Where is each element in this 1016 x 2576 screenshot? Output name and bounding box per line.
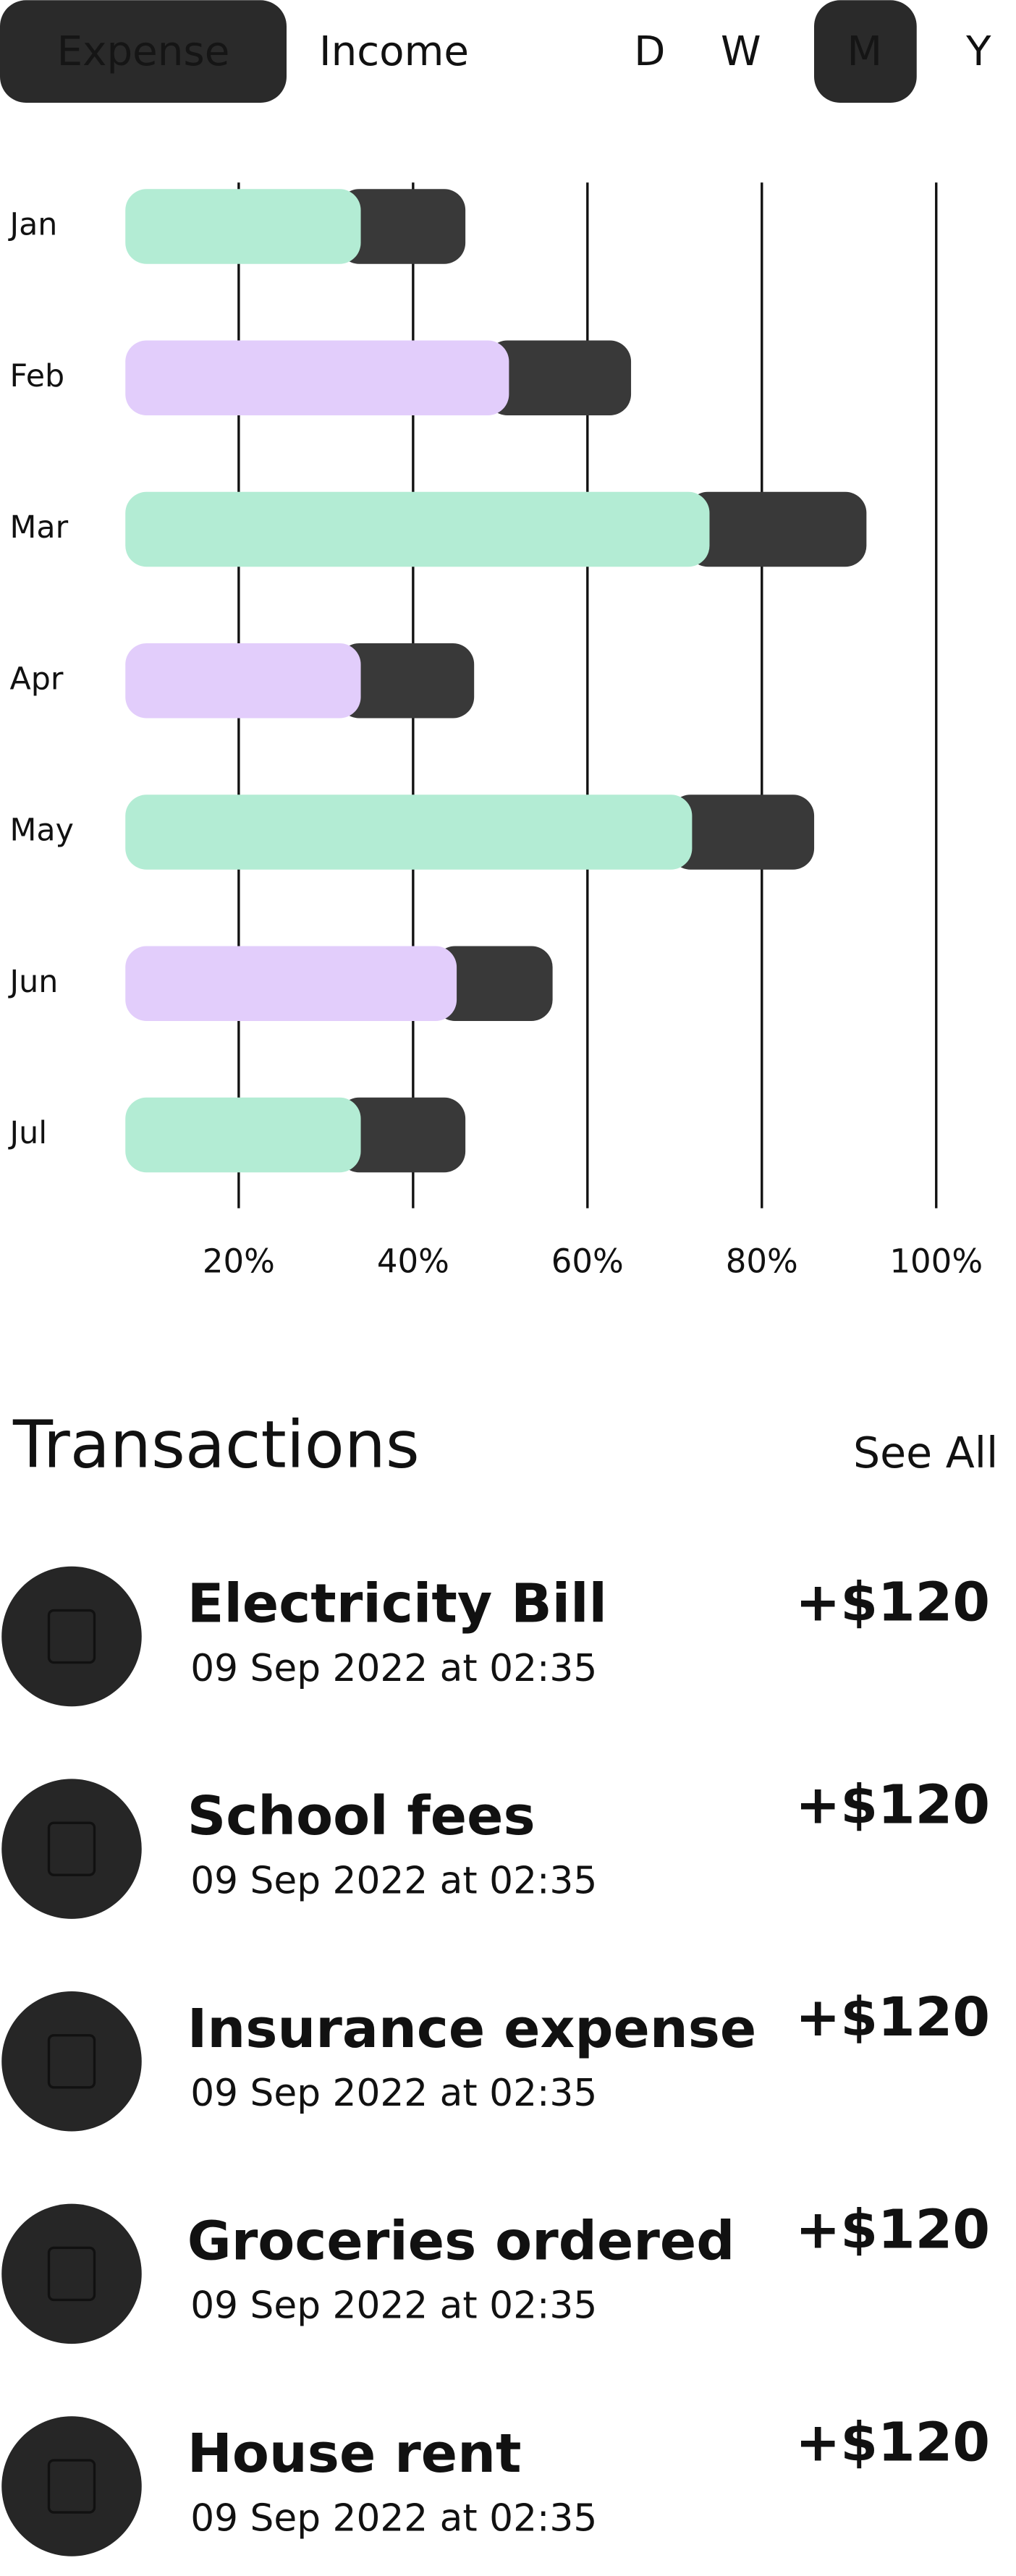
bar-segment bbox=[486, 340, 632, 415]
transaction-date: 09 Sep 2022 at 02:35 bbox=[190, 2496, 597, 2540]
bar-segment bbox=[433, 946, 553, 1021]
bar-segment bbox=[125, 189, 361, 264]
transaction-item[interactable]: House rent 09 Sep 2022 at 02:35 +$120 bbox=[1, 2410, 990, 2556]
bar-segment bbox=[338, 1097, 466, 1173]
bar-segment bbox=[686, 491, 867, 567]
bar-segment bbox=[669, 795, 815, 870]
transaction-name: House rent bbox=[187, 2422, 522, 2485]
transaction-item[interactable]: Electricity Bill 09 Sep 2022 at 02:35 +$12… bbox=[1, 1566, 990, 1707]
transaction-name: Groceries ordered bbox=[187, 2209, 735, 2272]
period-year[interactable]: Y bbox=[965, 28, 991, 75]
transaction-date: 09 Sep 2022 at 02:35 bbox=[190, 2284, 597, 2328]
bar-segment bbox=[338, 643, 475, 719]
expense-tab-bg[interactable] bbox=[0, 0, 287, 103]
transaction-item[interactable]: School fees 09 Sep 2022 at 02:35 +$120 bbox=[1, 1773, 990, 1919]
bar-segment bbox=[125, 340, 509, 415]
bar-segment bbox=[125, 795, 693, 870]
period-day[interactable]: D bbox=[634, 28, 665, 75]
transaction-icon bbox=[1, 2203, 142, 2344]
transaction-date: 09 Sep 2022 at 02:35 bbox=[190, 1647, 597, 1690]
transaction-item[interactable]: Insurance expense 09 Sep 2022 at 02:35 +$1… bbox=[1, 1986, 990, 2132]
transaction-date: 09 Sep 2022 at 02:35 bbox=[190, 1859, 597, 1902]
icon-glyph bbox=[47, 2246, 96, 2302]
icon-glyph bbox=[47, 2034, 96, 2089]
icon-glyph bbox=[47, 1609, 96, 1664]
y-tick-label: Mar bbox=[10, 509, 69, 546]
transaction-name: Insurance expense bbox=[187, 1997, 757, 2060]
period-month[interactable]: M bbox=[847, 28, 882, 75]
transaction-amount: +$120 bbox=[795, 2410, 990, 2473]
bar-segment bbox=[125, 643, 361, 719]
transaction-name: School fees bbox=[187, 1784, 535, 1847]
y-tick-label: May bbox=[10, 813, 74, 849]
y-tick-label: Jul bbox=[8, 1115, 48, 1151]
transaction-item[interactable]: Groceries ordered 09 Sep 2022 at 02:35 +$1… bbox=[1, 2198, 990, 2344]
transactions-title: Transactions bbox=[12, 1407, 420, 1483]
icon-glyph bbox=[47, 1821, 96, 1876]
transaction-amount: +$120 bbox=[795, 1773, 990, 1836]
transaction-icon bbox=[1, 1779, 142, 1919]
transaction-date: 09 Sep 2022 at 02:35 bbox=[190, 2072, 597, 2115]
y-tick-label: Apr bbox=[10, 661, 64, 697]
x-tick-label: 60% bbox=[551, 1242, 624, 1280]
x-tick-label: 80% bbox=[726, 1242, 798, 1280]
transaction-amount: +$120 bbox=[795, 1986, 990, 2048]
bar-segment bbox=[125, 491, 710, 567]
x-tick-label: 100% bbox=[889, 1242, 983, 1280]
transaction-list: Electricity Bill 09 Sep 2022 at 02:35 +$12… bbox=[1, 1566, 990, 2556]
y-tick-label: Jun bbox=[8, 964, 59, 1000]
transaction-amount: +$120 bbox=[795, 2198, 990, 2261]
bar-segment bbox=[125, 1097, 361, 1173]
icon-glyph bbox=[47, 2459, 96, 2514]
bar-segment bbox=[125, 946, 457, 1021]
chart: 20% 40% 60% 80% 100% Jan Feb Mar Apr May Jun Jul bbox=[8, 182, 983, 1280]
transaction-icon bbox=[1, 2416, 142, 2556]
income-tab[interactable]: Income bbox=[319, 28, 469, 75]
transaction-icon bbox=[1, 1991, 142, 2132]
transaction-amount: +$120 bbox=[795, 1570, 990, 1633]
transaction-icon bbox=[1, 1566, 142, 1707]
bar-segment bbox=[338, 189, 466, 264]
transaction-name: Electricity Bill bbox=[187, 1572, 607, 1635]
y-tick-label: Feb bbox=[10, 358, 65, 394]
month-tab-bg[interactable] bbox=[814, 0, 917, 103]
see-all[interactable]: See All bbox=[853, 1428, 998, 1478]
y-tick-label: Jan bbox=[8, 207, 58, 243]
expense-tab[interactable]: Expense bbox=[57, 28, 230, 75]
period-week[interactable]: W bbox=[721, 28, 761, 75]
x-tick-label: 20% bbox=[203, 1242, 275, 1280]
x-tick-label: 40% bbox=[377, 1242, 449, 1280]
